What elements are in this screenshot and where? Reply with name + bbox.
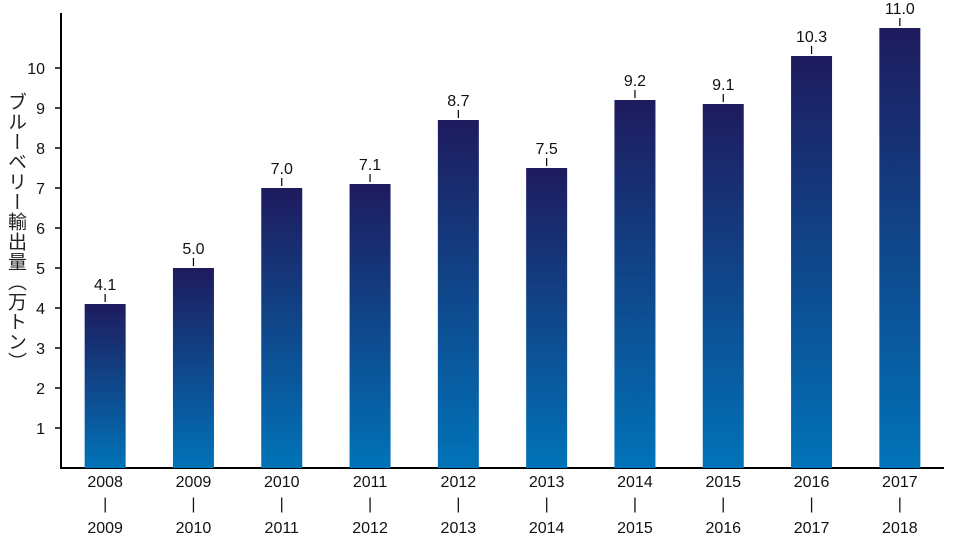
- x-tick-label-sep: |: [721, 496, 725, 513]
- bar: [172, 268, 214, 468]
- x-tick-label-sep: |: [103, 496, 107, 513]
- value-label: 9.2: [624, 73, 646, 90]
- value-label: 8.7: [447, 93, 469, 110]
- value-label: 7.1: [359, 157, 381, 174]
- x-tick-label-sep: |: [633, 496, 637, 513]
- x-tick-label-sep: |: [280, 496, 284, 513]
- x-tick-label-from: 2014: [617, 474, 653, 491]
- x-tick-label-to: 2015: [617, 520, 653, 537]
- x-tick-label-from: 2015: [705, 474, 741, 491]
- x-tick-label-to: 2011: [265, 520, 300, 537]
- x-tick-label-to: 2017: [794, 520, 830, 537]
- y-tick-label: 3: [36, 341, 45, 358]
- x-tick-label-to: 2013: [441, 520, 477, 537]
- x-tick-label-from: 2010: [264, 474, 300, 491]
- y-tick-label: 1: [36, 421, 45, 438]
- bar: [702, 104, 744, 468]
- bar: [526, 168, 568, 468]
- y-tick-label: 2: [36, 381, 45, 398]
- x-tick-label-sep: |: [456, 496, 460, 513]
- x-tick-label-sep: |: [545, 496, 549, 513]
- x-tick-label-from: 2009: [176, 474, 212, 491]
- value-label: 5.0: [182, 241, 204, 258]
- bar: [437, 120, 479, 468]
- bar: [84, 304, 126, 468]
- y-axis-label: ブルーベリー輸出量（万トン）: [5, 92, 27, 372]
- x-tick-label-from: 2016: [794, 474, 830, 491]
- x-tick-label-to: 2009: [87, 520, 123, 537]
- bar: [791, 56, 833, 468]
- x-tick-label-to: 2018: [882, 520, 918, 537]
- y-tick-label: 4: [36, 301, 45, 318]
- x-tick-label-sep: |: [809, 496, 813, 513]
- y-tick-label: 9: [36, 101, 45, 118]
- x-tick-label-from: 2008: [87, 474, 123, 491]
- value-label: 7.0: [271, 161, 293, 178]
- y-tick-label: 5: [36, 261, 45, 278]
- value-label: 9.1: [712, 77, 734, 94]
- y-tick-label: 7: [36, 181, 45, 198]
- value-label: 11.0: [885, 1, 915, 18]
- x-tick-label-sep: |: [191, 496, 195, 513]
- x-tick-label-from: 2012: [441, 474, 477, 491]
- y-tick-label: 6: [36, 221, 45, 238]
- bar: [614, 100, 656, 468]
- y-tick-label: 8: [36, 141, 45, 158]
- bar: [349, 184, 391, 468]
- bar: [261, 188, 303, 468]
- x-tick-label-sep: |: [368, 496, 372, 513]
- x-tick-label-from: 2013: [529, 474, 565, 491]
- x-tick-label-to: 2016: [705, 520, 741, 537]
- x-tick-label-to: 2012: [352, 520, 388, 537]
- x-tick-label-from: 2011: [353, 474, 388, 491]
- x-tick-label-from: 2017: [882, 474, 918, 491]
- value-label: 7.5: [536, 141, 558, 158]
- x-tick-label-to: 2014: [529, 520, 565, 537]
- value-label: 10.3: [796, 29, 827, 46]
- value-label: 4.1: [94, 277, 116, 294]
- bar: [879, 28, 921, 468]
- x-tick-label-sep: |: [898, 496, 902, 513]
- x-tick-label-to: 2010: [176, 520, 212, 537]
- y-tick-label: 10: [27, 61, 45, 78]
